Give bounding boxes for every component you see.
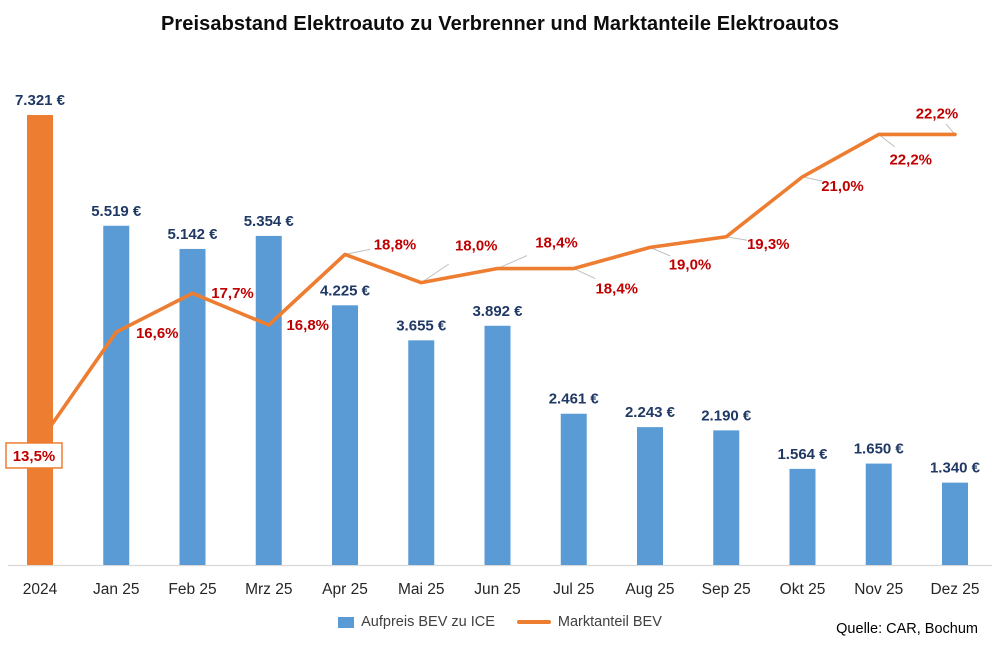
bar-value-label: 2.190 € bbox=[701, 407, 752, 424]
bar-value-label: 2.461 € bbox=[549, 391, 600, 408]
bar-value-label: 1.564 € bbox=[777, 446, 828, 463]
bar-value-label: 2.243 € bbox=[625, 404, 676, 421]
bar bbox=[560, 413, 587, 565]
label-leader-line bbox=[878, 134, 896, 148]
bar-value-label: 7.321 € bbox=[15, 92, 66, 109]
x-axis-label: Nov 25 bbox=[854, 581, 903, 598]
percent-label: 18,4% bbox=[535, 235, 578, 252]
legend: Aufpreis BEV zu ICE Marktanteil BEV bbox=[0, 614, 1000, 630]
x-axis-label: Feb 25 bbox=[168, 581, 216, 598]
legend-bar-label: Aufpreis BEV zu ICE bbox=[361, 614, 495, 630]
bar bbox=[713, 430, 740, 565]
percent-label: 19,3% bbox=[747, 236, 790, 253]
bar bbox=[865, 463, 892, 565]
percent-label: 16,8% bbox=[286, 317, 329, 334]
percent-label: 22,2% bbox=[889, 151, 932, 168]
percent-label: 19,0% bbox=[669, 256, 712, 273]
legend-line-swatch-icon bbox=[516, 620, 551, 624]
line-series bbox=[38, 132, 957, 444]
x-axis-label: Jul 25 bbox=[553, 581, 594, 598]
percent-label: 18,4% bbox=[595, 281, 638, 298]
bar bbox=[103, 225, 130, 565]
bar-value-label: 1.650 € bbox=[854, 441, 905, 458]
bar bbox=[179, 248, 206, 565]
bar bbox=[255, 235, 282, 565]
chart-title: Preisabstand Elektroauto zu Verbrenner u… bbox=[160, 13, 840, 35]
x-axis-label: Okt 25 bbox=[780, 581, 826, 598]
bar bbox=[789, 468, 816, 565]
bar bbox=[332, 305, 358, 565]
bar bbox=[637, 427, 663, 565]
label-leader-line bbox=[649, 246, 671, 257]
bar bbox=[27, 115, 53, 565]
x-axis-label: Sep 25 bbox=[702, 581, 751, 598]
percent-label: 17,7% bbox=[211, 285, 254, 302]
bar bbox=[942, 482, 968, 565]
x-axis-label: Aug 25 bbox=[625, 581, 674, 598]
bar-value-label: 5.142 € bbox=[167, 226, 218, 243]
legend-bar-swatch-icon bbox=[338, 616, 355, 628]
bar-value-label: 4.225 € bbox=[320, 282, 371, 299]
x-axis-label: Apr 25 bbox=[322, 581, 368, 598]
percent-label: 18,8% bbox=[374, 236, 417, 253]
legend-line-label: Marktanteil BEV bbox=[557, 614, 662, 630]
source-note: Quelle: CAR, Bochum bbox=[836, 621, 978, 637]
bar-value-label: 3.655 € bbox=[396, 317, 447, 334]
boxed-label-frame bbox=[5, 442, 63, 469]
bar-value-label: 5.519 € bbox=[91, 203, 142, 220]
bar-value-label: 1.340 € bbox=[930, 460, 981, 477]
x-axis-label: Mrz 25 bbox=[245, 581, 292, 598]
percent-label: 13,5% bbox=[13, 448, 56, 465]
x-axis-label: Jan 25 bbox=[93, 581, 140, 598]
bar bbox=[484, 325, 511, 565]
label-leader-line bbox=[726, 236, 748, 241]
x-axis-label: Dez 25 bbox=[930, 581, 979, 598]
label-leader-line bbox=[802, 176, 823, 182]
label-leader-line bbox=[420, 263, 450, 284]
x-axis-label: Jun 25 bbox=[474, 581, 521, 598]
bar bbox=[408, 340, 435, 565]
percent-label: 22,2% bbox=[916, 105, 959, 122]
percent-label: 18,0% bbox=[455, 238, 498, 255]
percent-label: 16,6% bbox=[136, 325, 179, 342]
label-leader-line bbox=[573, 268, 596, 279]
bar-value-label: 5.354 € bbox=[244, 213, 295, 230]
x-axis-label: Mai 25 bbox=[398, 581, 445, 598]
x-axis-label: 2024 bbox=[23, 581, 58, 598]
label-leader-line bbox=[497, 255, 528, 269]
label-leader-line bbox=[344, 248, 371, 255]
bar-value-label: 3.892 € bbox=[472, 303, 523, 320]
percent-label: 21,0% bbox=[821, 178, 864, 195]
